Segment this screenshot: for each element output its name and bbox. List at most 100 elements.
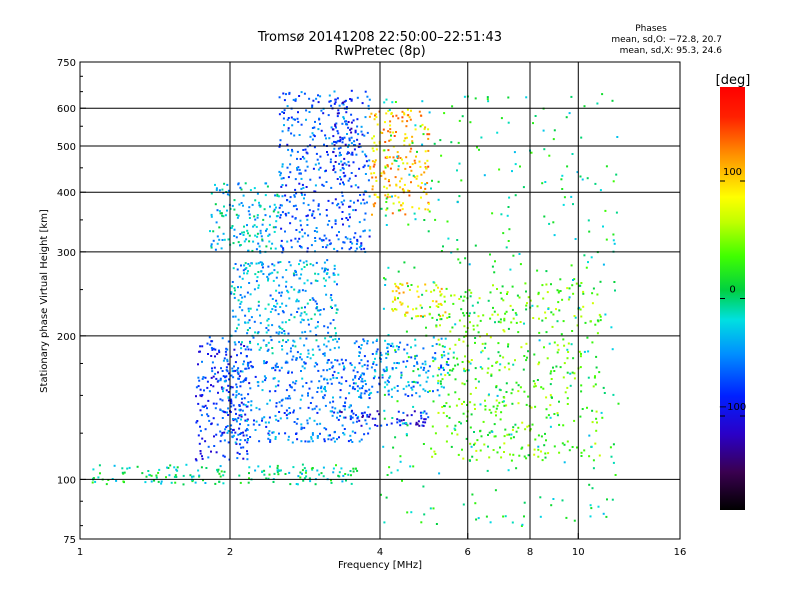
data-point xyxy=(573,315,576,317)
data-point xyxy=(344,473,347,475)
stats-heading: Phases xyxy=(635,24,667,34)
data-point xyxy=(283,99,286,102)
data-point xyxy=(395,285,398,288)
data-point xyxy=(211,348,214,351)
data-point xyxy=(527,444,530,447)
data-point xyxy=(247,367,250,370)
data-point xyxy=(313,365,316,368)
data-point xyxy=(236,216,239,219)
data-point xyxy=(339,136,342,139)
data-point xyxy=(319,155,322,158)
data-point xyxy=(115,479,118,482)
data-point xyxy=(157,471,160,474)
data-point xyxy=(396,400,399,403)
data-point xyxy=(489,317,492,320)
data-point xyxy=(525,403,528,406)
data-point xyxy=(322,107,325,110)
data-point xyxy=(583,254,586,257)
data-point xyxy=(329,378,332,381)
data-point xyxy=(572,203,574,206)
data-point xyxy=(474,97,477,100)
data-point xyxy=(454,323,457,326)
data-point xyxy=(405,422,408,424)
data-point xyxy=(605,515,608,518)
data-point xyxy=(415,155,417,158)
data-point xyxy=(477,315,480,318)
data-point xyxy=(424,389,427,392)
data-point xyxy=(247,321,250,324)
data-point xyxy=(319,95,322,98)
data-point xyxy=(474,502,477,505)
data-point xyxy=(364,419,367,422)
data-point xyxy=(545,439,547,442)
data-point xyxy=(265,229,267,232)
data-point xyxy=(359,347,362,350)
data-point xyxy=(322,387,325,390)
data-point xyxy=(288,384,291,387)
data-point xyxy=(485,515,488,518)
data-point xyxy=(325,169,327,172)
data-point xyxy=(323,325,326,328)
data-point xyxy=(405,385,408,388)
data-point xyxy=(236,354,238,357)
data-point xyxy=(226,425,229,427)
data-point xyxy=(363,202,366,205)
data-point xyxy=(244,262,247,265)
data-point xyxy=(401,158,403,161)
data-point xyxy=(277,195,280,198)
data-point xyxy=(307,352,310,355)
data-point xyxy=(341,247,344,250)
data-point xyxy=(454,391,457,394)
data-point xyxy=(315,97,318,100)
data-point xyxy=(232,429,235,431)
data-point xyxy=(329,410,332,413)
data-point xyxy=(309,263,312,266)
data-point xyxy=(497,351,500,354)
data-point xyxy=(185,463,188,466)
data-point xyxy=(196,420,199,422)
data-point xyxy=(347,473,350,476)
data-point xyxy=(210,376,213,379)
data-point xyxy=(287,117,290,119)
data-point xyxy=(329,305,332,308)
data-point xyxy=(474,341,476,344)
data-point xyxy=(292,272,295,275)
data-point xyxy=(326,326,329,329)
data-point xyxy=(315,339,318,342)
data-point xyxy=(275,289,278,292)
data-point xyxy=(438,343,441,346)
data-point xyxy=(505,382,508,385)
data-point xyxy=(308,387,311,390)
data-point xyxy=(337,238,340,241)
data-point xyxy=(445,363,448,366)
data-point xyxy=(312,210,315,213)
data-point xyxy=(374,113,377,116)
data-point xyxy=(311,132,314,135)
data-point xyxy=(242,431,244,434)
data-point xyxy=(300,423,303,426)
data-point xyxy=(425,371,428,374)
data-point xyxy=(235,420,238,423)
data-point xyxy=(563,196,566,199)
data-point xyxy=(450,141,453,144)
data-point xyxy=(366,364,369,367)
data-point xyxy=(207,399,210,402)
data-point xyxy=(238,377,240,380)
data-point xyxy=(234,361,237,364)
data-point xyxy=(542,129,545,132)
data-point xyxy=(268,273,270,276)
data-point xyxy=(401,188,404,191)
data-point xyxy=(544,181,547,183)
data-point xyxy=(264,194,267,197)
data-point xyxy=(352,470,355,473)
data-point xyxy=(422,315,424,318)
data-point xyxy=(342,474,345,477)
data-point xyxy=(331,142,334,145)
data-point xyxy=(373,205,376,208)
data-point xyxy=(226,360,229,363)
data-point xyxy=(422,369,425,371)
data-point xyxy=(385,352,388,355)
data-point xyxy=(322,466,325,469)
data-point xyxy=(386,379,389,382)
data-point xyxy=(387,110,390,112)
